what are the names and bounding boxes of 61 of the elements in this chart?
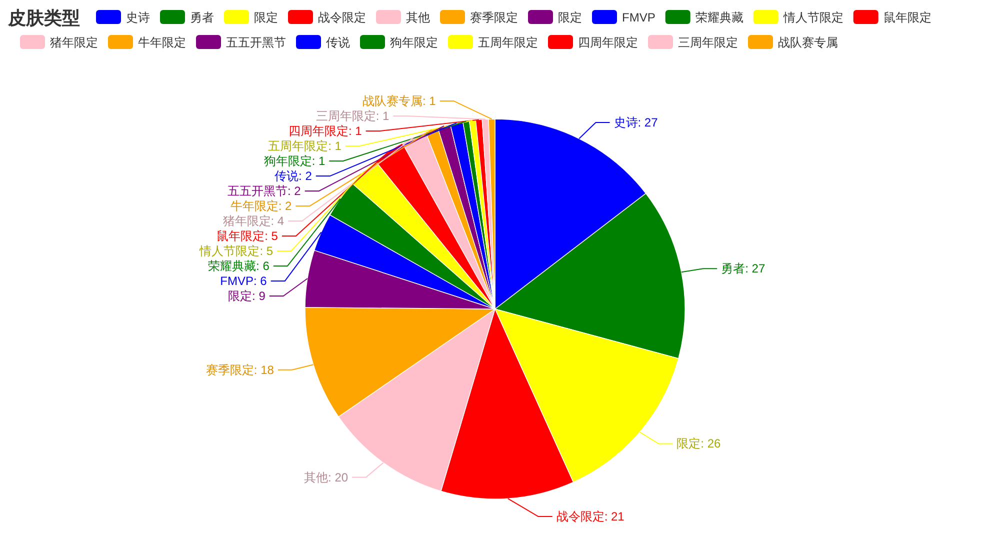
legend-item: 赛季限定 [440,10,518,24]
legend-label: 战队赛专属 [778,36,838,50]
legend-item: 鼠年限定 [853,10,932,24]
legend-label: 牛年限定 [138,36,186,50]
data-label: 限定: 9 [228,289,266,304]
data-label: 五周年限定: 1 [268,139,342,154]
legend-item: 战令限定 [288,10,366,24]
legend-label: 猪年限定 [50,36,98,50]
data-label: 传说: 2 [274,169,312,184]
legend-label: 战令限定 [318,10,366,24]
legend-item: 情人节限定 [753,10,844,24]
legend-label: 限定 [254,10,278,24]
legend-label: 限定 [558,10,582,24]
legend-label: 赛季限定 [470,10,518,24]
data-label: 其他: 20 [304,470,348,484]
data-label: 情人节限定: 5 [200,244,274,258]
legend-label: 四周年限定 [578,36,638,50]
legend-label: FMVP [622,10,656,24]
legend-item: 传说 [296,35,350,50]
legend-label: 史诗 [126,10,150,24]
legend-label: 五五开黑节 [226,36,286,50]
legend-label: 三周年限定 [678,36,738,50]
data-label: 勇者: 27 [721,262,766,276]
legend-item: 限定 [528,10,582,24]
legend-label: 传说 [326,36,350,50]
legend-label: 其他 [406,10,430,24]
data-label: 战队赛专属: 1 [362,94,436,108]
data-label: 五五开黑节: 2 [228,184,301,198]
data-label: 鼠年限定: 5 [216,229,278,244]
data-label: FMVP: 6 [220,274,267,288]
data-label: 荣耀典藏: 6 [208,259,270,274]
data-label: 史诗: 27 [614,115,658,130]
legend-label: 荣耀典藏 [695,10,744,24]
legend-item: FMVP [592,10,656,24]
legend-label: 狗年限定 [390,36,438,50]
legend-item: 猪年限定 [20,35,98,50]
data-label: 四周年限定: 1 [288,124,362,138]
legend-label: 情人节限定 [782,10,844,24]
legend-item: 四周年限定 [548,35,638,50]
title: 皮肤类型 [8,8,80,28]
legend-item: 五周年限定 [448,35,538,50]
data-label: 赛季限定: 18 [206,362,274,377]
legend-label: 鼠年限定 [883,10,932,24]
legend-item: 限定 [224,10,278,24]
legend-item: 牛年限定 [108,35,186,50]
legend-item: 三周年限定 [648,35,738,50]
data-label: 战令限定: 21 [556,510,624,524]
legend-label: 五周年限定 [478,36,538,50]
data-label: 限定: 26 [676,436,721,451]
legend-item: 史诗 [96,10,150,24]
legend-item: 战队赛专属 [748,35,838,50]
legend-item: 狗年限定 [360,35,438,50]
legend-item: 五五开黑节 [196,35,286,50]
legend-item: 其他 [376,10,430,24]
data-label: 猪年限定: 4 [222,214,284,228]
data-label: 牛年限定: 2 [230,199,292,214]
legend-label: 勇者 [190,10,214,24]
legend-item: 荣耀典藏 [665,10,744,24]
data-label: 三周年限定: 1 [316,109,390,124]
legend-item: 勇者 [160,10,214,24]
data-label: 狗年限定: 1 [264,154,326,168]
